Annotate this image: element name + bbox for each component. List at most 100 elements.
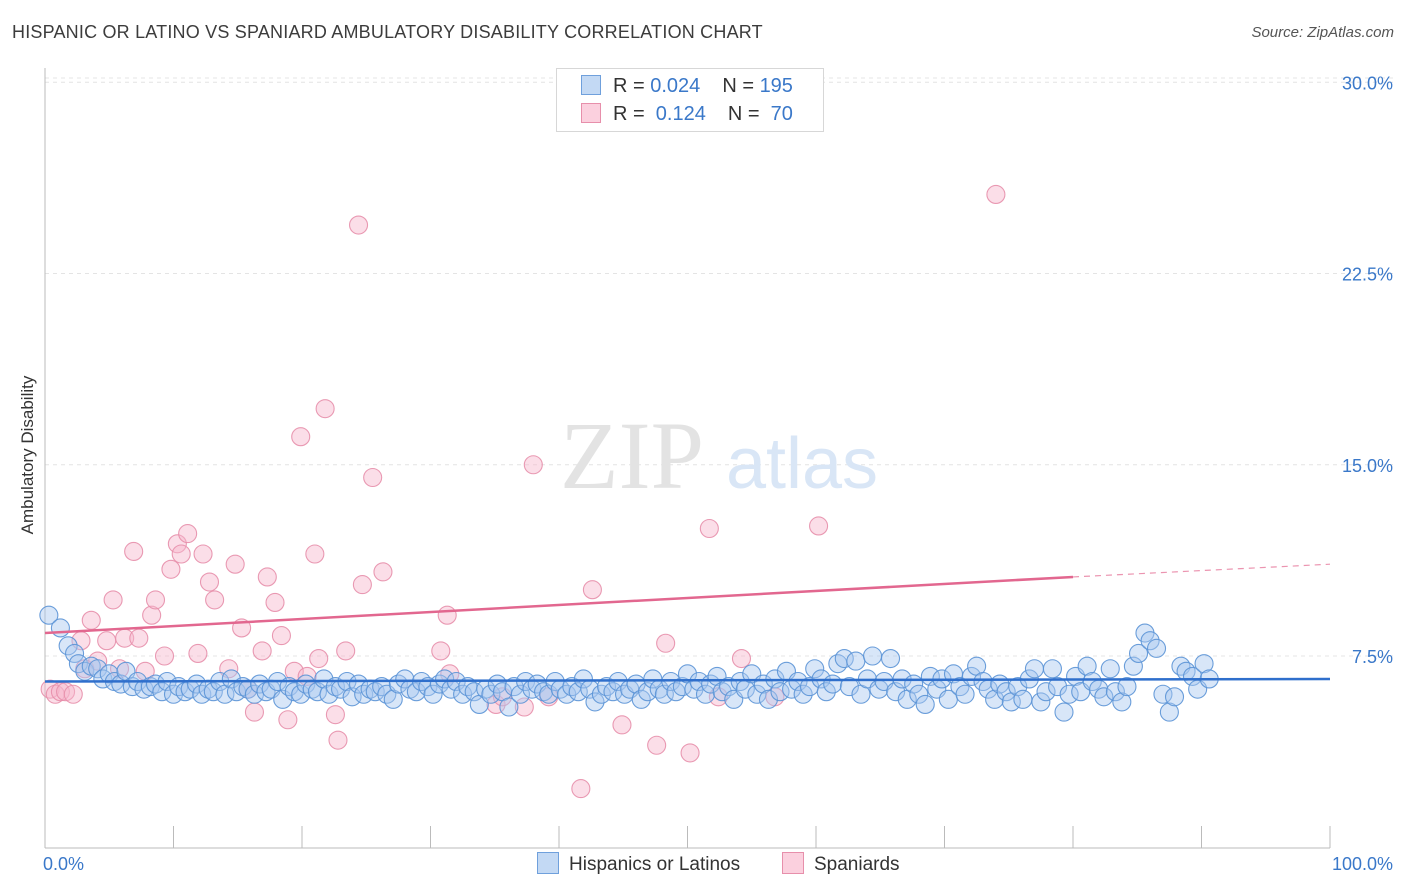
hispanic-point-65 xyxy=(423,684,443,704)
hispanic-point-22 xyxy=(175,682,195,702)
spaniard-point-10 xyxy=(103,590,123,610)
hispanic-point-187 xyxy=(1128,643,1149,664)
hispanic-point-167 xyxy=(1013,689,1033,709)
hispanic-point-17 xyxy=(145,674,166,694)
hispanic-point-96 xyxy=(603,682,623,702)
hispanic-point-27 xyxy=(203,682,223,702)
hispanic-point-144 xyxy=(880,648,901,669)
legend-n-label: N = xyxy=(727,103,766,125)
hispanic-point-25 xyxy=(192,684,212,704)
spaniard-point-33 xyxy=(257,567,277,587)
legend-row-hispanics: R = 0.024 N = 195 xyxy=(581,75,793,98)
spaniard-point-14 xyxy=(129,628,149,648)
spaniard-point-62 xyxy=(656,633,676,653)
hispanic-point-3 xyxy=(65,643,85,664)
spaniard-point-25 xyxy=(199,572,220,592)
spaniard-point-48 xyxy=(363,467,383,488)
spaniard-point-16 xyxy=(142,605,162,625)
hispanic-point-170 xyxy=(1031,692,1051,712)
spaniard-point-40 xyxy=(305,544,325,564)
hispanic-point-185 xyxy=(1117,677,1137,697)
hispanic-point-7 xyxy=(88,659,108,679)
spaniards-points xyxy=(40,184,1006,799)
hispanic-point-121 xyxy=(747,684,767,704)
source-label: Source: ZipAtlas.com xyxy=(1251,24,1394,41)
legend-r-value: 0.024 xyxy=(650,75,701,97)
hispanic-point-112 xyxy=(695,684,716,704)
hispanic-point-72 xyxy=(464,682,484,702)
spaniard-point-18 xyxy=(154,646,175,666)
hispanic-point-193 xyxy=(1164,687,1185,707)
spaniard-point-21 xyxy=(171,544,191,564)
spaniard-point-59 xyxy=(582,580,602,600)
hispanic-point-191 xyxy=(1153,684,1173,704)
legend-swatch-blue xyxy=(581,75,601,95)
legend-r-label: R = xyxy=(613,103,651,125)
spaniard-trend-line xyxy=(44,575,1074,635)
hispanic-point-169 xyxy=(1024,659,1044,679)
x-tick-labels: 0.0% 100.0% xyxy=(43,854,1393,874)
hispanic-point-30 xyxy=(221,669,241,689)
x-tick-label-1: 100.0% xyxy=(1332,854,1393,874)
spaniard-point-61 xyxy=(647,735,667,755)
hispanic-point-46 xyxy=(314,669,334,689)
watermark-zip: ZIP xyxy=(560,402,704,509)
spaniard-point-63 xyxy=(680,743,700,763)
spaniard-point-4 xyxy=(63,684,83,704)
spaniard-point-13 xyxy=(124,541,144,562)
spaniard-point-28 xyxy=(225,554,245,574)
hispanic-point-184 xyxy=(1112,692,1132,712)
hispanic-point-95 xyxy=(596,677,617,697)
hispanic-point-115 xyxy=(712,682,732,702)
y-tick-label-2: 22.5% xyxy=(1342,265,1393,285)
hispanic-point-101 xyxy=(631,689,651,709)
spaniard-point-26 xyxy=(205,590,225,610)
hispanic-point-24 xyxy=(187,674,207,694)
grid-lines xyxy=(45,77,1393,657)
legend-item-spaniards: Spaniards xyxy=(782,852,900,876)
spaniard-point-42 xyxy=(315,399,335,419)
hispanic-point-172 xyxy=(1042,659,1062,679)
hispanic-point-75 xyxy=(481,684,501,704)
hispanic-point-186 xyxy=(1123,656,1143,676)
x-tick-label-0: 0.0% xyxy=(43,854,84,874)
spaniard-point-8 xyxy=(88,651,108,671)
spaniard-point-52 xyxy=(440,664,460,684)
hispanic-point-93 xyxy=(585,692,605,712)
spaniard-trend-extension xyxy=(1072,563,1331,578)
hispanic-point-91 xyxy=(573,669,593,689)
hispanic-point-178 xyxy=(1077,656,1097,676)
legend-r-value: 0.124 xyxy=(650,103,706,125)
spaniard-point-50 xyxy=(431,641,451,661)
spaniard-point-31 xyxy=(244,702,265,722)
legend-swatch-blue xyxy=(537,852,559,874)
spaniard-point-46 xyxy=(348,215,369,235)
hispanic-point-11 xyxy=(111,674,131,694)
y-tick-labels: 7.5% 15.0% 22.5% 30.0% xyxy=(1342,73,1393,667)
spaniard-point-17 xyxy=(145,590,166,610)
hispanic-point-181 xyxy=(1094,687,1114,707)
hispanic-point-8 xyxy=(93,669,113,689)
spaniard-point-41 xyxy=(309,648,329,669)
spaniard-point-32 xyxy=(252,641,272,661)
spaniard-point-64 xyxy=(699,518,719,539)
hispanic-point-1 xyxy=(50,618,70,638)
hispanic-point-80 xyxy=(510,684,531,704)
y-tick-label-3: 30.0% xyxy=(1342,73,1393,93)
hispanic-point-174 xyxy=(1054,702,1074,722)
hispanic-point-52 xyxy=(348,674,369,694)
hispanic-point-164 xyxy=(996,682,1016,702)
legend-label-hispanics: Hispanics or Latinos xyxy=(569,854,741,875)
hispanic-point-175 xyxy=(1059,684,1079,704)
watermark: ZIP atlas xyxy=(560,402,878,509)
hispanic-point-128 xyxy=(788,671,808,692)
hispanic-point-62 xyxy=(406,682,426,702)
hispanic-point-182 xyxy=(1100,659,1120,679)
hispanic-trend-line xyxy=(44,677,1331,683)
hispanic-point-162 xyxy=(985,689,1005,709)
hispanic-point-198 xyxy=(1194,654,1214,674)
hispanic-point-47 xyxy=(319,684,339,704)
hispanic-point-131 xyxy=(805,659,825,679)
hispanic-point-173 xyxy=(1048,677,1068,697)
